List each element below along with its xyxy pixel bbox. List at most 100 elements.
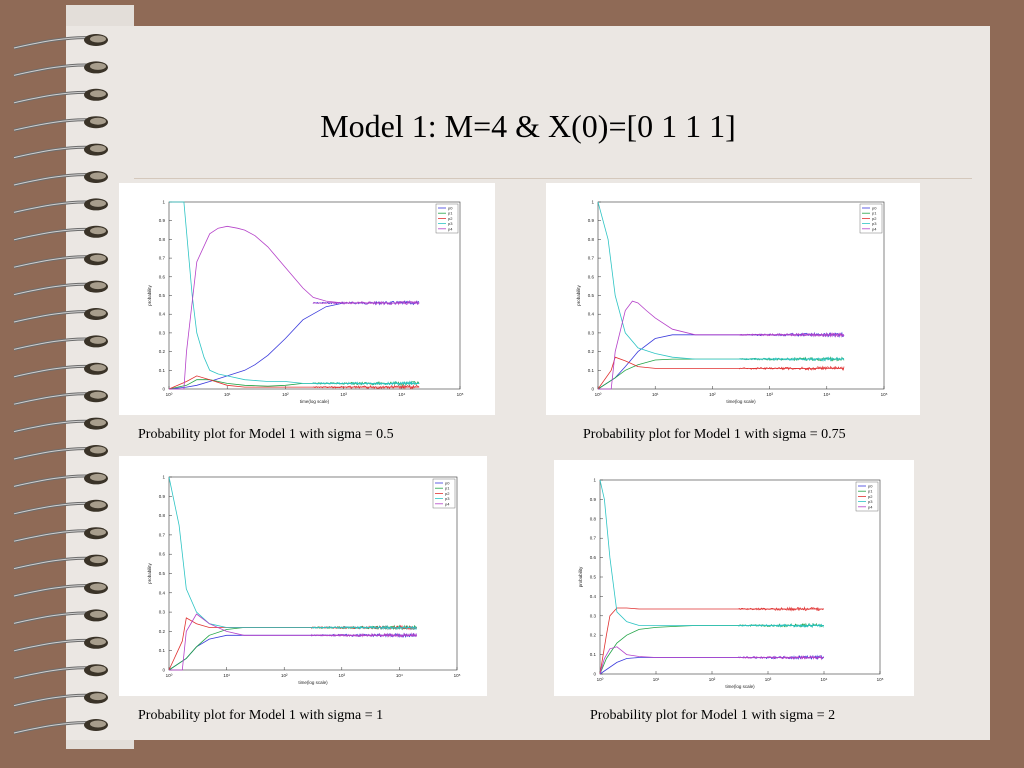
y-tick-label: 0.1	[588, 368, 595, 373]
x-tick-label: 10³	[340, 392, 347, 397]
y-tick-label: 0.6	[590, 555, 597, 560]
legend-label-p2: p2	[872, 216, 877, 221]
ring-wire	[13, 310, 96, 324]
y-tick-label: 1	[591, 200, 594, 205]
ring-hole-shine	[90, 35, 106, 43]
y-tick-label: 0.8	[159, 237, 166, 242]
y-tick-label: 0.1	[159, 368, 166, 373]
ring-wire	[13, 666, 96, 680]
ring-hole-shine	[90, 254, 106, 262]
y-tick-label: 0.9	[588, 218, 595, 223]
ring-hole-shine	[90, 556, 106, 564]
x-tick-label: 10⁰	[597, 677, 604, 682]
y-tick-label: 0.9	[159, 218, 166, 223]
y-tick-label: 0.8	[590, 516, 597, 521]
y-tick-label: 0.2	[159, 349, 166, 354]
y-tick-label: 0.3	[159, 330, 166, 335]
y-tick-label: 0.8	[588, 237, 595, 242]
legend-label-p1: p1	[868, 489, 873, 494]
series-line-p0	[168, 634, 417, 671]
ring-wire	[13, 364, 96, 379]
series-noise-p3	[739, 356, 845, 362]
series-line-p3	[168, 476, 417, 628]
y-tick-label: 0.5	[588, 293, 595, 298]
ring-hole-shine	[90, 610, 106, 618]
x-tick-label: 10⁰	[595, 392, 602, 397]
series-line-p4	[169, 225, 420, 390]
legend-box	[855, 481, 879, 512]
y-tick-label: 0.9	[590, 497, 597, 502]
plot-frame	[597, 201, 885, 390]
x-tick-label: 10³	[339, 673, 346, 678]
legend-label-p4: p4	[868, 504, 873, 509]
ring-wire	[13, 36, 96, 50]
y-tick-label: 0.6	[159, 552, 166, 557]
x-axis-label: time(log scale)	[298, 680, 328, 685]
y-tick-label: 1	[593, 478, 596, 483]
ring-hole-shine	[90, 309, 106, 317]
ring-hole-shine	[90, 172, 106, 180]
chart-caption-sigma-0-75: Probability plot for Model 1 with sigma …	[583, 427, 846, 442]
series-noise-p3	[738, 623, 824, 629]
ring-hole-shine	[90, 446, 106, 454]
ring-hole-shine	[90, 62, 106, 70]
x-tick-label: 10⁴	[396, 673, 403, 678]
x-tick-label: 10⁵	[877, 677, 884, 682]
legend-label-p1: p1	[872, 211, 877, 216]
y-tick-label: 0.3	[590, 613, 597, 618]
ring-wire	[13, 611, 96, 625]
y-tick-label: 0	[591, 387, 594, 392]
y-axis-label: probability	[147, 284, 152, 305]
ring-hole-shine	[90, 419, 106, 427]
legend-label-p0: p0	[448, 206, 453, 211]
x-tick-label: 10⁰	[166, 392, 173, 397]
legend-label-p2: p2	[448, 216, 453, 221]
x-axis-label: time(log scale)	[300, 399, 330, 404]
ring-hole-shine	[90, 117, 106, 125]
series-noise-p4	[312, 300, 420, 306]
ring-wire	[13, 447, 96, 461]
ring-wire	[13, 419, 96, 434]
ring-hole-shine	[90, 227, 106, 235]
legend-label-p3: p3	[448, 221, 453, 226]
chart-sigma-1: 0 0.1 0.2 0.3 0.4 0.5 0.6 0.7 0.8 0.9 1 10⁰ 10¹ 10² 10…	[147, 475, 461, 686]
series-noise-p2	[739, 365, 845, 371]
plot-frame	[599, 479, 881, 675]
y-tick-label: 0.3	[588, 330, 595, 335]
ring-wire	[13, 63, 96, 77]
x-tick-label: 10⁵	[457, 392, 464, 397]
series-line-p3	[599, 479, 824, 626]
y-tick-label: 0.4	[588, 312, 595, 317]
chart-panel-sigma-0-75: 0 0.1 0.2 0.3 0.4 0.5 0.6 0.7 0.8 0.9 1 10⁰ 10¹ 10² 10…	[546, 183, 920, 415]
ring-wire	[13, 145, 96, 160]
ring-hole-shine	[90, 665, 106, 673]
x-tick-label: 10⁴	[821, 677, 828, 682]
chart-sigma-0-75: 0 0.1 0.2 0.3 0.4 0.5 0.6 0.7 0.8 0.9 1 10⁰ 10¹ 10² 10…	[576, 200, 888, 405]
legend-box	[859, 203, 883, 234]
series-noise-p3	[311, 624, 418, 631]
y-tick-label: 0.7	[590, 536, 597, 541]
chart-sigma-2: 0 0.1 0.2 0.3 0.4 0.5 0.6 0.7 0.8 0.9 1 10⁰ 10¹ 10² 10…	[578, 478, 884, 690]
ring-wire	[13, 200, 96, 214]
x-tick-label: 10¹	[652, 392, 659, 397]
series-line-p4	[598, 300, 844, 390]
ring-wire	[13, 638, 96, 653]
ring-hole-shine	[90, 583, 106, 591]
ring-hole-shine	[90, 501, 106, 509]
ring-wire	[13, 392, 96, 406]
ring-hole-shine	[90, 282, 106, 290]
ring-hole-shine	[90, 720, 106, 728]
series-line-p3	[169, 201, 420, 384]
y-tick-label: 0.7	[159, 256, 166, 261]
x-tick-label: 10⁵	[881, 392, 888, 397]
ring-hole-shine	[90, 145, 106, 153]
chart-sigma-0-5: 0 0.1 0.2 0.3 0.4 0.5 0.6 0.7 0.8 0.9 1 10⁰ 10¹ 10² 10…	[147, 200, 464, 405]
ring-wire	[13, 227, 96, 242]
series-noise-p4	[739, 331, 845, 338]
x-axis-label: time(log scale)	[725, 684, 755, 689]
series-noise-p2	[738, 606, 824, 612]
chart-caption-sigma-0-5: Probability plot for Model 1 with sigma …	[138, 427, 394, 442]
y-tick-label: 0.2	[588, 349, 595, 354]
plot-frame	[168, 476, 458, 671]
ring-wire	[13, 282, 96, 297]
